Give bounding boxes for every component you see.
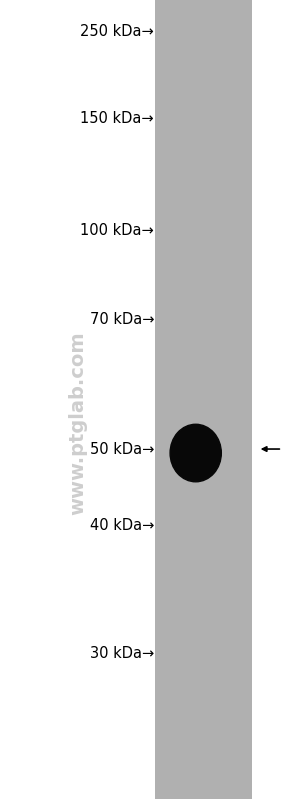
Text: www.ptglab.com: www.ptglab.com	[68, 332, 87, 515]
Bar	[155, 0, 252, 799]
Ellipse shape	[170, 424, 221, 482]
Text: 250 kDa→: 250 kDa→	[80, 25, 154, 39]
Text: 150 kDa→: 150 kDa→	[80, 111, 154, 125]
Text: 100 kDa→: 100 kDa→	[80, 223, 154, 237]
Text: 40 kDa→: 40 kDa→	[90, 519, 154, 533]
Text: 70 kDa→: 70 kDa→	[90, 312, 154, 327]
Text: 50 kDa→: 50 kDa→	[90, 442, 154, 456]
Text: 30 kDa→: 30 kDa→	[90, 646, 154, 661]
